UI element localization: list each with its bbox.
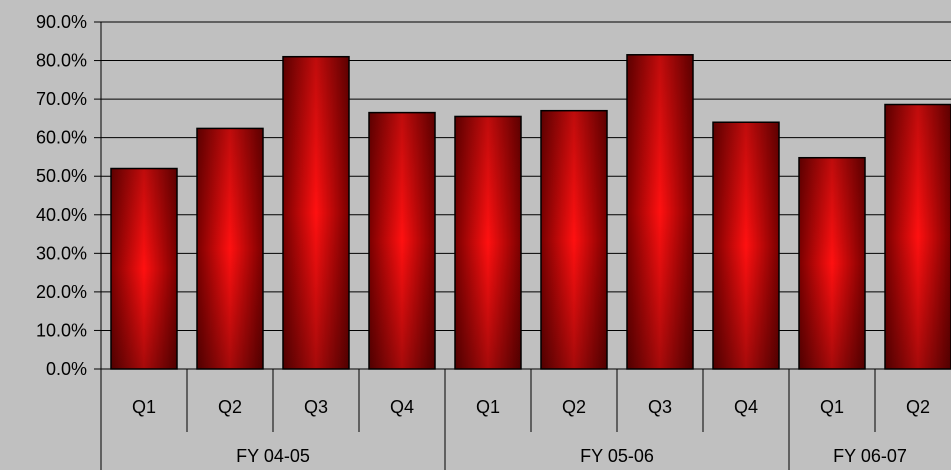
- y-tick-label: 50.0%: [36, 166, 87, 186]
- x-category-label: Q2: [562, 397, 586, 417]
- y-tick-label: 80.0%: [36, 51, 87, 71]
- x-group-label: FY 04-05: [236, 446, 310, 466]
- bar-outline: [626, 54, 694, 370]
- y-tick-label: 60.0%: [36, 128, 87, 148]
- x-category-label: Q2: [218, 397, 242, 417]
- bar-outline: [454, 115, 522, 370]
- bar: [110, 167, 178, 370]
- x-group-label: FY 05-06: [580, 446, 654, 466]
- bar: [454, 115, 522, 370]
- y-tick-label: 30.0%: [36, 243, 87, 263]
- x-group-label: FY 06-07: [833, 446, 907, 466]
- x-axis-category-labels: Q1 Q2 Q3 Q4 Q1 Q2 Q3 Q4 Q1 Q2 FY 04-05 FY 05-06 FY 0…: [132, 397, 930, 466]
- bar-outline: [196, 127, 264, 370]
- bar: [712, 121, 780, 370]
- bar: [368, 111, 436, 370]
- y-tick-label: 70.0%: [36, 89, 87, 109]
- x-category-label: Q4: [734, 397, 758, 417]
- y-tick-label: 20.0%: [36, 282, 87, 302]
- bar: [798, 156, 866, 370]
- y-axis-tick-labels: 0.0% 10.0% 20.0% 30.0% 40.0% 50.0% 60.0% 70.0% 8…: [36, 12, 87, 379]
- bar-outline: [368, 111, 436, 370]
- bars: [110, 54, 951, 370]
- bar-outline: [540, 109, 608, 370]
- bar-outline: [110, 167, 178, 370]
- bar: [282, 55, 350, 370]
- bar: [884, 103, 951, 370]
- y-tick-label: 40.0%: [36, 205, 87, 225]
- bar-outline: [282, 55, 350, 370]
- y-tick-label: 0.0%: [46, 359, 87, 379]
- bar: [196, 127, 264, 370]
- x-category-label: Q3: [648, 397, 672, 417]
- bar: [626, 54, 694, 370]
- bar-outline: [884, 103, 951, 370]
- x-category-label: Q1: [476, 397, 500, 417]
- axes: [100, 22, 951, 470]
- bar-outline: [798, 156, 866, 370]
- x-category-label: Q3: [304, 397, 328, 417]
- y-tick-label: 90.0%: [36, 12, 87, 32]
- bar-outline: [712, 121, 780, 370]
- x-category-label: Q2: [906, 397, 930, 417]
- x-category-label: Q4: [390, 397, 414, 417]
- bar: [540, 109, 608, 370]
- y-tick-label: 10.0%: [36, 320, 87, 340]
- x-category-label: Q1: [132, 397, 156, 417]
- x-category-label: Q1: [820, 397, 844, 417]
